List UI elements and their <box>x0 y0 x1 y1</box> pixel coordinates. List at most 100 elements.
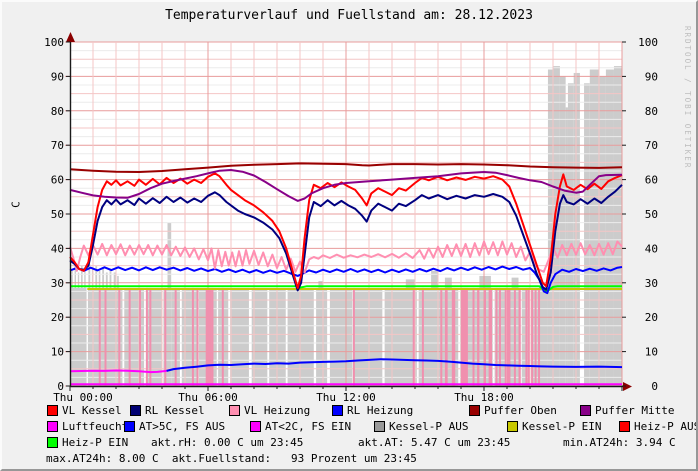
kessel-p-aus-area <box>318 281 323 386</box>
fs-ein-bar <box>513 287 516 386</box>
legend-item-rl-kessel: RL Kessel <box>130 404 205 417</box>
y-tick-label-right: 70 <box>645 139 658 152</box>
legend-item-vl-heizung: VL Heizung <box>229 404 310 417</box>
kessel-p-aus-area <box>405 279 415 386</box>
fs-ein-bar <box>421 287 424 386</box>
legend-label-vl-kessel: VL Kessel <box>62 404 122 417</box>
legend-swatch-vl-kessel <box>47 405 58 416</box>
fs-ein-bar <box>472 287 475 386</box>
y-tick-label-left: 30 <box>51 277 64 290</box>
legend-row-2: Luftfeuchte AT>5C, FS AUS AT<2C, FS EIN Kes… <box>2 420 696 436</box>
fs-ein-bar <box>488 287 493 386</box>
legend-item-stat-min-at24h: min.AT24h: 3.94 C <box>563 436 676 449</box>
y-tick-label-left: 90 <box>51 70 64 83</box>
kessel-p-aus-area <box>547 69 553 387</box>
legend-item-stat-akt-at: akt.AT: 5.47 C um 23:45 <box>358 436 510 449</box>
fs-ein-bar <box>139 287 141 386</box>
y-tick-label-right: 100 <box>638 36 658 49</box>
series-vl-kessel <box>69 172 623 289</box>
kessel-p-aus-area <box>605 69 614 387</box>
kessel-p-aus-area <box>354 287 383 386</box>
y-tick-label-left: 70 <box>51 139 64 152</box>
fs-ein-bar <box>534 287 537 386</box>
y-tick-label-right: 40 <box>645 242 658 255</box>
y-tick-label-right: 50 <box>645 208 658 221</box>
fs-ein-bar <box>128 287 131 386</box>
fs-ein-bar <box>149 287 152 386</box>
kessel-p-aus-area <box>109 269 112 386</box>
y-axis-arrow <box>66 32 75 42</box>
y-tick-label-right: 20 <box>645 311 658 324</box>
kessel-p-aus-area <box>329 287 353 386</box>
kessel-p-aus-area <box>287 287 314 386</box>
fs-ein-bar <box>221 287 224 386</box>
legend-label-kessel-p-aus: Kessel-P AUS <box>389 420 469 433</box>
fs-ein-bar <box>352 287 355 386</box>
kessel-p-aus-area <box>565 107 568 387</box>
legend-swatch-at-lt2-fs-ein <box>250 421 261 432</box>
kessel-p-aus-area <box>77 272 80 386</box>
legend-item-puffer-oben: Puffer Oben <box>469 404 557 417</box>
y-tick-label-left: 10 <box>51 346 64 359</box>
kessel-p-aus-area <box>444 277 452 386</box>
fs-ein-bar <box>527 287 530 386</box>
fs-ein-bar <box>525 287 528 386</box>
legend-label-heiz-p-ein: Heiz-P EIN <box>62 436 129 449</box>
kessel-p-aus-area <box>167 222 172 386</box>
legend-row-4: max.AT24h: 8.00 C akt.Fuellstand: 93 Pro… <box>2 452 696 468</box>
kessel-p-aus-area <box>181 287 197 386</box>
legend-label-stat-akt-at: akt.AT: 5.47 C um 23:45 <box>358 436 511 449</box>
legend-item-heiz-p-ein: Heiz-P EIN <box>47 436 128 449</box>
legend-label-stat-max-at24h-fuellstand: max.AT24h: 8.00 C akt.Fuellstand: 93 Pro… <box>46 452 417 465</box>
y-tick-label-right: 10 <box>645 346 658 359</box>
legend-item-kessel-p-ein: Kessel-P EIN <box>507 420 601 433</box>
fs-ein-bar <box>444 287 448 386</box>
fs-ein-bar <box>164 287 167 386</box>
kessel-p-aus-area <box>113 272 116 386</box>
legend-item-at-gt5-fs-aus: AT>5C, FS AUS <box>124 420 225 433</box>
legend-item-heiz-p-aus: Heiz-P AUS <box>619 420 696 433</box>
fs-ein-bar <box>211 287 214 386</box>
kessel-p-aus-area <box>71 270 73 386</box>
y-tick-label-right: 60 <box>645 174 658 187</box>
legend-swatch-puffer-mitte <box>580 405 591 416</box>
legend-swatch-at-gt5-fs-aus <box>124 421 135 432</box>
kessel-p-aus-area <box>251 287 268 386</box>
chart-legend: VL Kessel RL Kessel VL Heizung RL Heizung Pu… <box>2 404 696 468</box>
fs-ein-bar <box>498 287 501 386</box>
kessel-p-aus-area <box>117 275 119 386</box>
kessel-p-aus-area <box>613 66 622 386</box>
legend-label-at-gt5-fs-aus: AT>5C, FS AUS <box>139 420 226 433</box>
legend-item-kessel-p-aus: Kessel-P AUS <box>374 420 468 433</box>
fs-ein-bar <box>174 287 177 386</box>
y-tick-label-right: 90 <box>645 70 658 83</box>
fs-ein-bar <box>440 287 443 386</box>
y-tick-label-left: 20 <box>51 311 64 324</box>
fs-ein-bar <box>538 287 541 386</box>
fs-ein-bar <box>531 287 534 386</box>
kessel-p-aus-area <box>573 72 580 387</box>
legend-label-vl-heizung: VL Heizung <box>244 404 311 417</box>
legend-item-rl-heizung: RL Heizung <box>332 404 413 417</box>
legend-label-puffer-oben: Puffer Oben <box>484 404 557 417</box>
kessel-p-aus-area <box>84 269 86 386</box>
fs-ein-bar <box>98 287 101 386</box>
fs-ein-bar <box>484 287 486 386</box>
fs-ein-bar <box>196 287 199 386</box>
legend-label-stat-min-at24h: min.AT24h: 3.94 C <box>563 436 676 449</box>
fs-ein-bar <box>477 287 480 386</box>
fs-ein-bar <box>412 287 415 386</box>
y-tick-label-right: 0 <box>651 380 658 393</box>
fs-ein-bar <box>104 287 107 386</box>
fs-ein-bar <box>495 287 498 386</box>
kessel-p-aus-area <box>567 83 574 386</box>
fs-ein-bar <box>518 287 521 386</box>
kessel-p-aus-area <box>88 263 91 386</box>
legend-swatch-vl-heizung <box>229 405 240 416</box>
kessel-p-aus-area <box>74 267 76 386</box>
y-tick-label-left: 80 <box>51 105 64 118</box>
kessel-p-aus-area <box>230 287 249 386</box>
series-puffer-mitte <box>69 169 623 202</box>
legend-swatch-rl-kessel <box>130 405 141 416</box>
y-tick-label-left: 50 <box>51 208 64 221</box>
